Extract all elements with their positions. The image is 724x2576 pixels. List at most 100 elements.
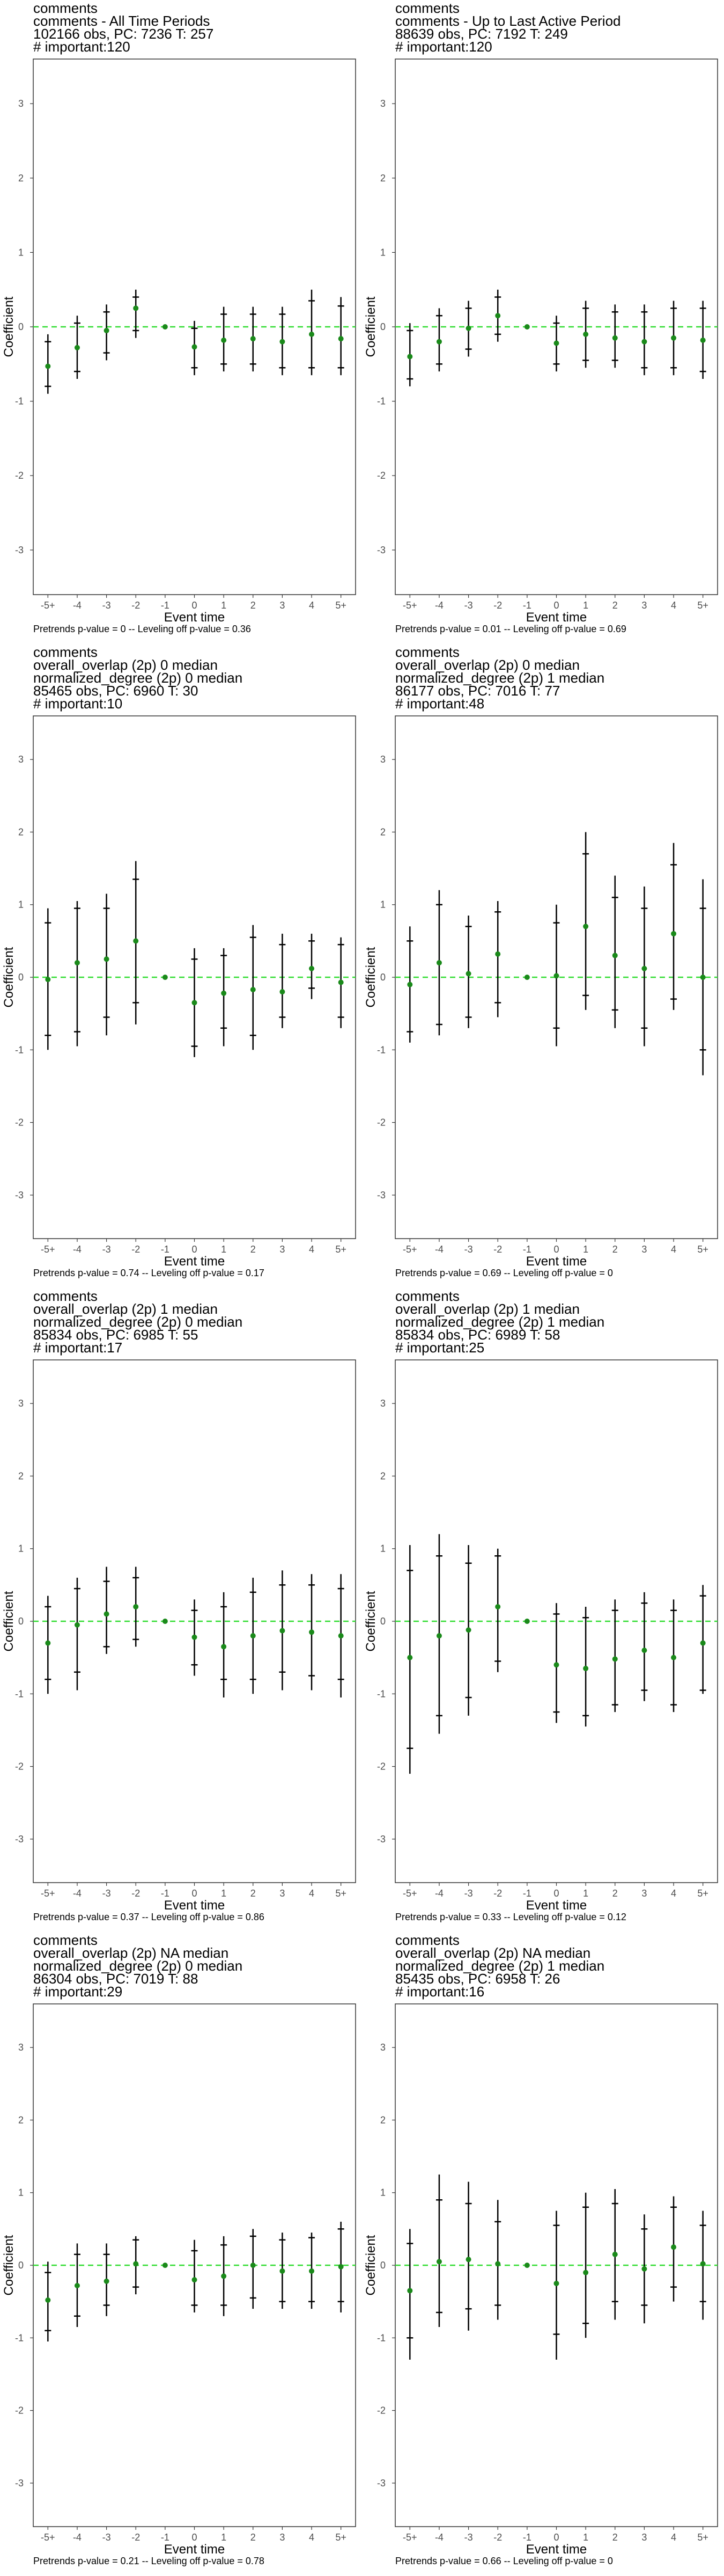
estimate-point bbox=[641, 965, 647, 971]
y-tick-label: -3 bbox=[377, 2478, 386, 2489]
x-tick-label: -1 bbox=[523, 1888, 531, 1899]
estimate-point bbox=[553, 973, 559, 979]
estimate-point bbox=[191, 344, 197, 350]
x-tick-label: -2 bbox=[131, 1244, 140, 1255]
y-tick-label: 2 bbox=[18, 826, 24, 837]
x-tick-label: 3 bbox=[641, 600, 647, 611]
y-tick-label: -2 bbox=[377, 1761, 386, 1772]
x-tick-label: 2 bbox=[612, 2532, 618, 2543]
estimate-point bbox=[250, 1633, 256, 1639]
chart-title-line: overall_overlap (2p) 1 median bbox=[33, 1301, 218, 1317]
x-tick-label: -2 bbox=[493, 1888, 502, 1899]
x-tick-label: -5+ bbox=[403, 600, 417, 611]
x-tick-label: 4 bbox=[671, 2532, 676, 2543]
x-tick-label: -1 bbox=[523, 2532, 531, 2543]
x-tick-label: -3 bbox=[102, 600, 111, 611]
estimate-point bbox=[553, 2280, 559, 2286]
pvalue-caption: Pretrends p-value = 0.66 -- Leveling off… bbox=[395, 2556, 613, 2566]
estimate-point bbox=[641, 1648, 647, 1653]
estimate-point bbox=[671, 335, 677, 341]
estimate-point bbox=[612, 953, 618, 958]
estimate-point bbox=[162, 975, 168, 980]
x-tick-label: -3 bbox=[464, 1244, 473, 1255]
chart-title-line: normalized_degree (2p) 0 median bbox=[33, 670, 242, 686]
y-tick-label: 1 bbox=[380, 1543, 386, 1554]
estimate-point bbox=[407, 982, 413, 987]
x-axis-label: Event time bbox=[164, 610, 225, 625]
chart-title-line: 85834 obs, PC: 6985 T: 55 bbox=[33, 1327, 198, 1343]
y-tick-label: 0 bbox=[18, 972, 24, 983]
y-tick-label: -3 bbox=[377, 1190, 386, 1201]
x-axis-label: Event time bbox=[526, 1898, 587, 1913]
x-tick-label: -4 bbox=[435, 2532, 444, 2543]
x-tick-label: 2 bbox=[250, 1244, 256, 1255]
x-tick-label: -4 bbox=[435, 600, 444, 611]
estimate-point bbox=[221, 2273, 227, 2279]
y-axis-label: Coefficient bbox=[2, 2235, 16, 2295]
x-tick-label: -2 bbox=[493, 600, 502, 611]
estimate-point bbox=[407, 2288, 413, 2294]
y-tick-label: -2 bbox=[15, 470, 24, 481]
estimate-point bbox=[250, 986, 256, 992]
x-tick-label: 1 bbox=[221, 2532, 226, 2543]
x-tick-label: -2 bbox=[131, 2532, 140, 2543]
x-tick-label: 1 bbox=[583, 1888, 588, 1899]
y-axis-label: Coefficient bbox=[364, 296, 378, 357]
y-tick-label: 1 bbox=[380, 899, 386, 910]
estimate-point bbox=[524, 2263, 530, 2268]
y-tick-label: -2 bbox=[15, 1117, 24, 1128]
x-tick-label: -1 bbox=[161, 1888, 169, 1899]
x-tick-label: 0 bbox=[191, 1888, 197, 1899]
x-axis-label: Event time bbox=[164, 1898, 225, 1913]
chart-title-line: comments - Up to Last Active Period bbox=[395, 13, 621, 29]
x-axis-label: Event time bbox=[526, 610, 587, 625]
y-tick-label: 3 bbox=[18, 754, 24, 765]
chart-title-line: comments bbox=[395, 1932, 460, 1948]
x-tick-label: -3 bbox=[464, 1888, 473, 1899]
x-axis-label: Event time bbox=[164, 2542, 225, 2557]
chart-title-line: comments bbox=[33, 0, 98, 16]
x-tick-label: -1 bbox=[161, 2532, 169, 2543]
x-tick-label: 4 bbox=[671, 600, 676, 611]
estimate-point bbox=[436, 1633, 442, 1639]
x-tick-label: 2 bbox=[250, 2532, 256, 2543]
estimate-point bbox=[641, 2266, 647, 2272]
y-tick-label: 0 bbox=[380, 2260, 386, 2271]
x-tick-label: 5+ bbox=[335, 600, 346, 611]
estimate-point bbox=[700, 337, 706, 343]
pvalue-caption: Pretrends p-value = 0.21 -- Leveling off… bbox=[33, 2556, 264, 2566]
estimate-point bbox=[671, 931, 677, 936]
estimate-point bbox=[104, 956, 109, 962]
estimate-point bbox=[524, 324, 530, 330]
y-tick-label: -1 bbox=[15, 2332, 24, 2343]
estimate-point bbox=[221, 990, 227, 996]
estimate-point bbox=[221, 337, 227, 343]
x-tick-label: -4 bbox=[435, 1244, 444, 1255]
y-tick-label: -1 bbox=[377, 396, 386, 407]
y-tick-label: 2 bbox=[380, 173, 386, 184]
x-tick-label: -5+ bbox=[403, 2532, 417, 2543]
y-tick-label: 3 bbox=[18, 1398, 24, 1409]
estimate-point bbox=[338, 2264, 344, 2270]
estimate-point bbox=[524, 1619, 530, 1624]
estimate-point bbox=[671, 1655, 677, 1660]
x-tick-label: -5+ bbox=[403, 1888, 417, 1899]
estimate-point bbox=[641, 339, 647, 345]
chart-title-line: overall_overlap (2p) NA median bbox=[395, 1945, 590, 1961]
estimate-point bbox=[74, 345, 80, 350]
estimate-point bbox=[583, 1665, 589, 1671]
estimate-point bbox=[133, 1604, 139, 1609]
chart-title-line: # important:120 bbox=[395, 39, 492, 55]
pvalue-caption: Pretrends p-value = 0.37 -- Leveling off… bbox=[33, 1912, 264, 1922]
x-tick-label: 2 bbox=[612, 600, 618, 611]
estimate-point bbox=[191, 1000, 197, 1006]
estimate-point bbox=[309, 331, 315, 337]
estimate-point bbox=[436, 960, 442, 965]
x-tick-label: -5+ bbox=[403, 1244, 417, 1255]
x-tick-label: -3 bbox=[102, 1244, 111, 1255]
chart-title-line: 85465 obs, PC: 6960 T: 30 bbox=[33, 683, 198, 699]
chart-title-line: 102166 obs, PC: 7236 T: 257 bbox=[33, 26, 213, 42]
y-tick-label: 0 bbox=[380, 1616, 386, 1627]
